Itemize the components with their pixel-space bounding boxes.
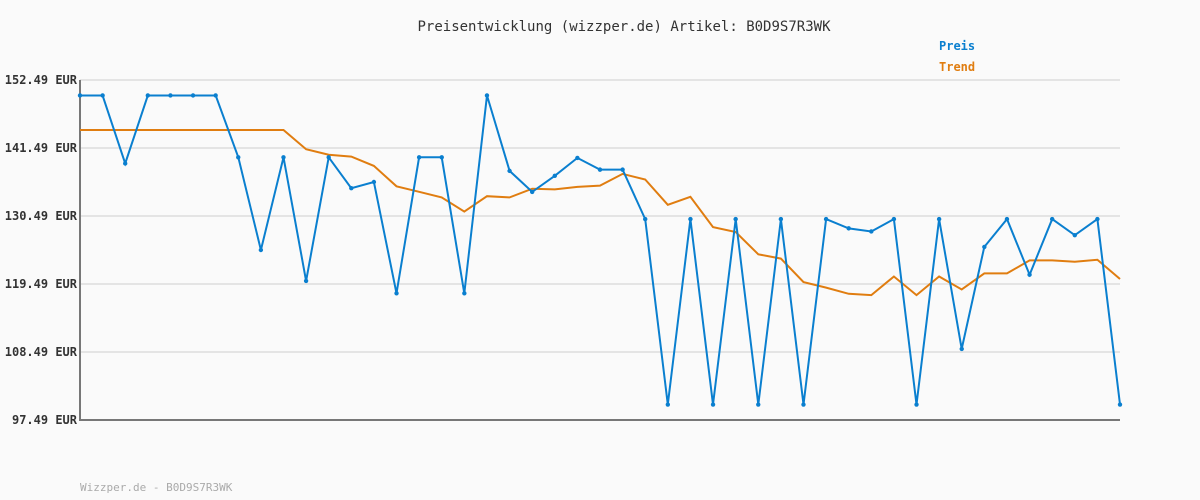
data-point xyxy=(959,346,964,352)
data-point xyxy=(665,402,671,407)
data-point xyxy=(213,93,218,98)
data-point xyxy=(371,179,377,185)
y-tick-label: 108.49 EUR xyxy=(5,345,78,359)
data-point xyxy=(123,161,128,166)
data-point xyxy=(733,216,738,222)
series-line-preis xyxy=(80,94,1121,405)
data-point xyxy=(552,173,557,179)
chart-title: Preisentwicklung (wizzper.de) Artikel: B… xyxy=(417,19,831,35)
data-point xyxy=(710,402,716,407)
data-point xyxy=(349,185,354,191)
data-point xyxy=(77,93,83,98)
data-point xyxy=(1117,402,1123,407)
data-point xyxy=(236,155,241,160)
data-point xyxy=(439,155,444,160)
data-point xyxy=(529,189,535,195)
data-point xyxy=(936,216,942,222)
data-point xyxy=(597,167,603,172)
legend-preis: Preis xyxy=(939,39,976,53)
data-point xyxy=(891,216,897,222)
y-tick-label: 141.49 EUR xyxy=(5,141,78,155)
data-point xyxy=(484,93,490,98)
data-point xyxy=(507,168,512,174)
data-point xyxy=(982,244,987,250)
data-point xyxy=(688,216,693,222)
data-point xyxy=(281,155,286,160)
data-point xyxy=(869,229,874,234)
data-point xyxy=(823,216,829,222)
data-point xyxy=(190,93,196,98)
data-point xyxy=(1027,272,1032,277)
legend-trend: Trend xyxy=(939,60,976,74)
y-tick-label: 119.49 EUR xyxy=(5,277,78,291)
data-point xyxy=(1004,216,1010,222)
data-point xyxy=(416,155,422,160)
data-point xyxy=(914,402,919,407)
data-point xyxy=(326,155,331,160)
data-point xyxy=(778,216,784,222)
data-point xyxy=(303,278,309,284)
data-point xyxy=(643,216,648,222)
data-point xyxy=(756,402,761,407)
y-tick-label: 152.49 EUR xyxy=(5,73,78,87)
data-point xyxy=(168,93,173,98)
data-point xyxy=(575,155,580,161)
data-point xyxy=(394,291,399,296)
footer-text: Wizzper.de - B0D9S7R3WK xyxy=(80,481,233,494)
y-tick-label: 130.49 EUR xyxy=(5,209,78,223)
data-point xyxy=(846,226,851,231)
data-point xyxy=(1095,216,1100,222)
data-point xyxy=(1049,216,1055,222)
data-point xyxy=(620,167,625,172)
data-point xyxy=(462,291,467,296)
data-point xyxy=(801,402,806,407)
series-line-trend xyxy=(80,129,1121,297)
data-point xyxy=(1072,232,1077,238)
data-point xyxy=(145,93,151,98)
y-tick-label: 97.49 EUR xyxy=(12,413,78,427)
data-point xyxy=(258,247,264,253)
data-point xyxy=(100,93,105,98)
